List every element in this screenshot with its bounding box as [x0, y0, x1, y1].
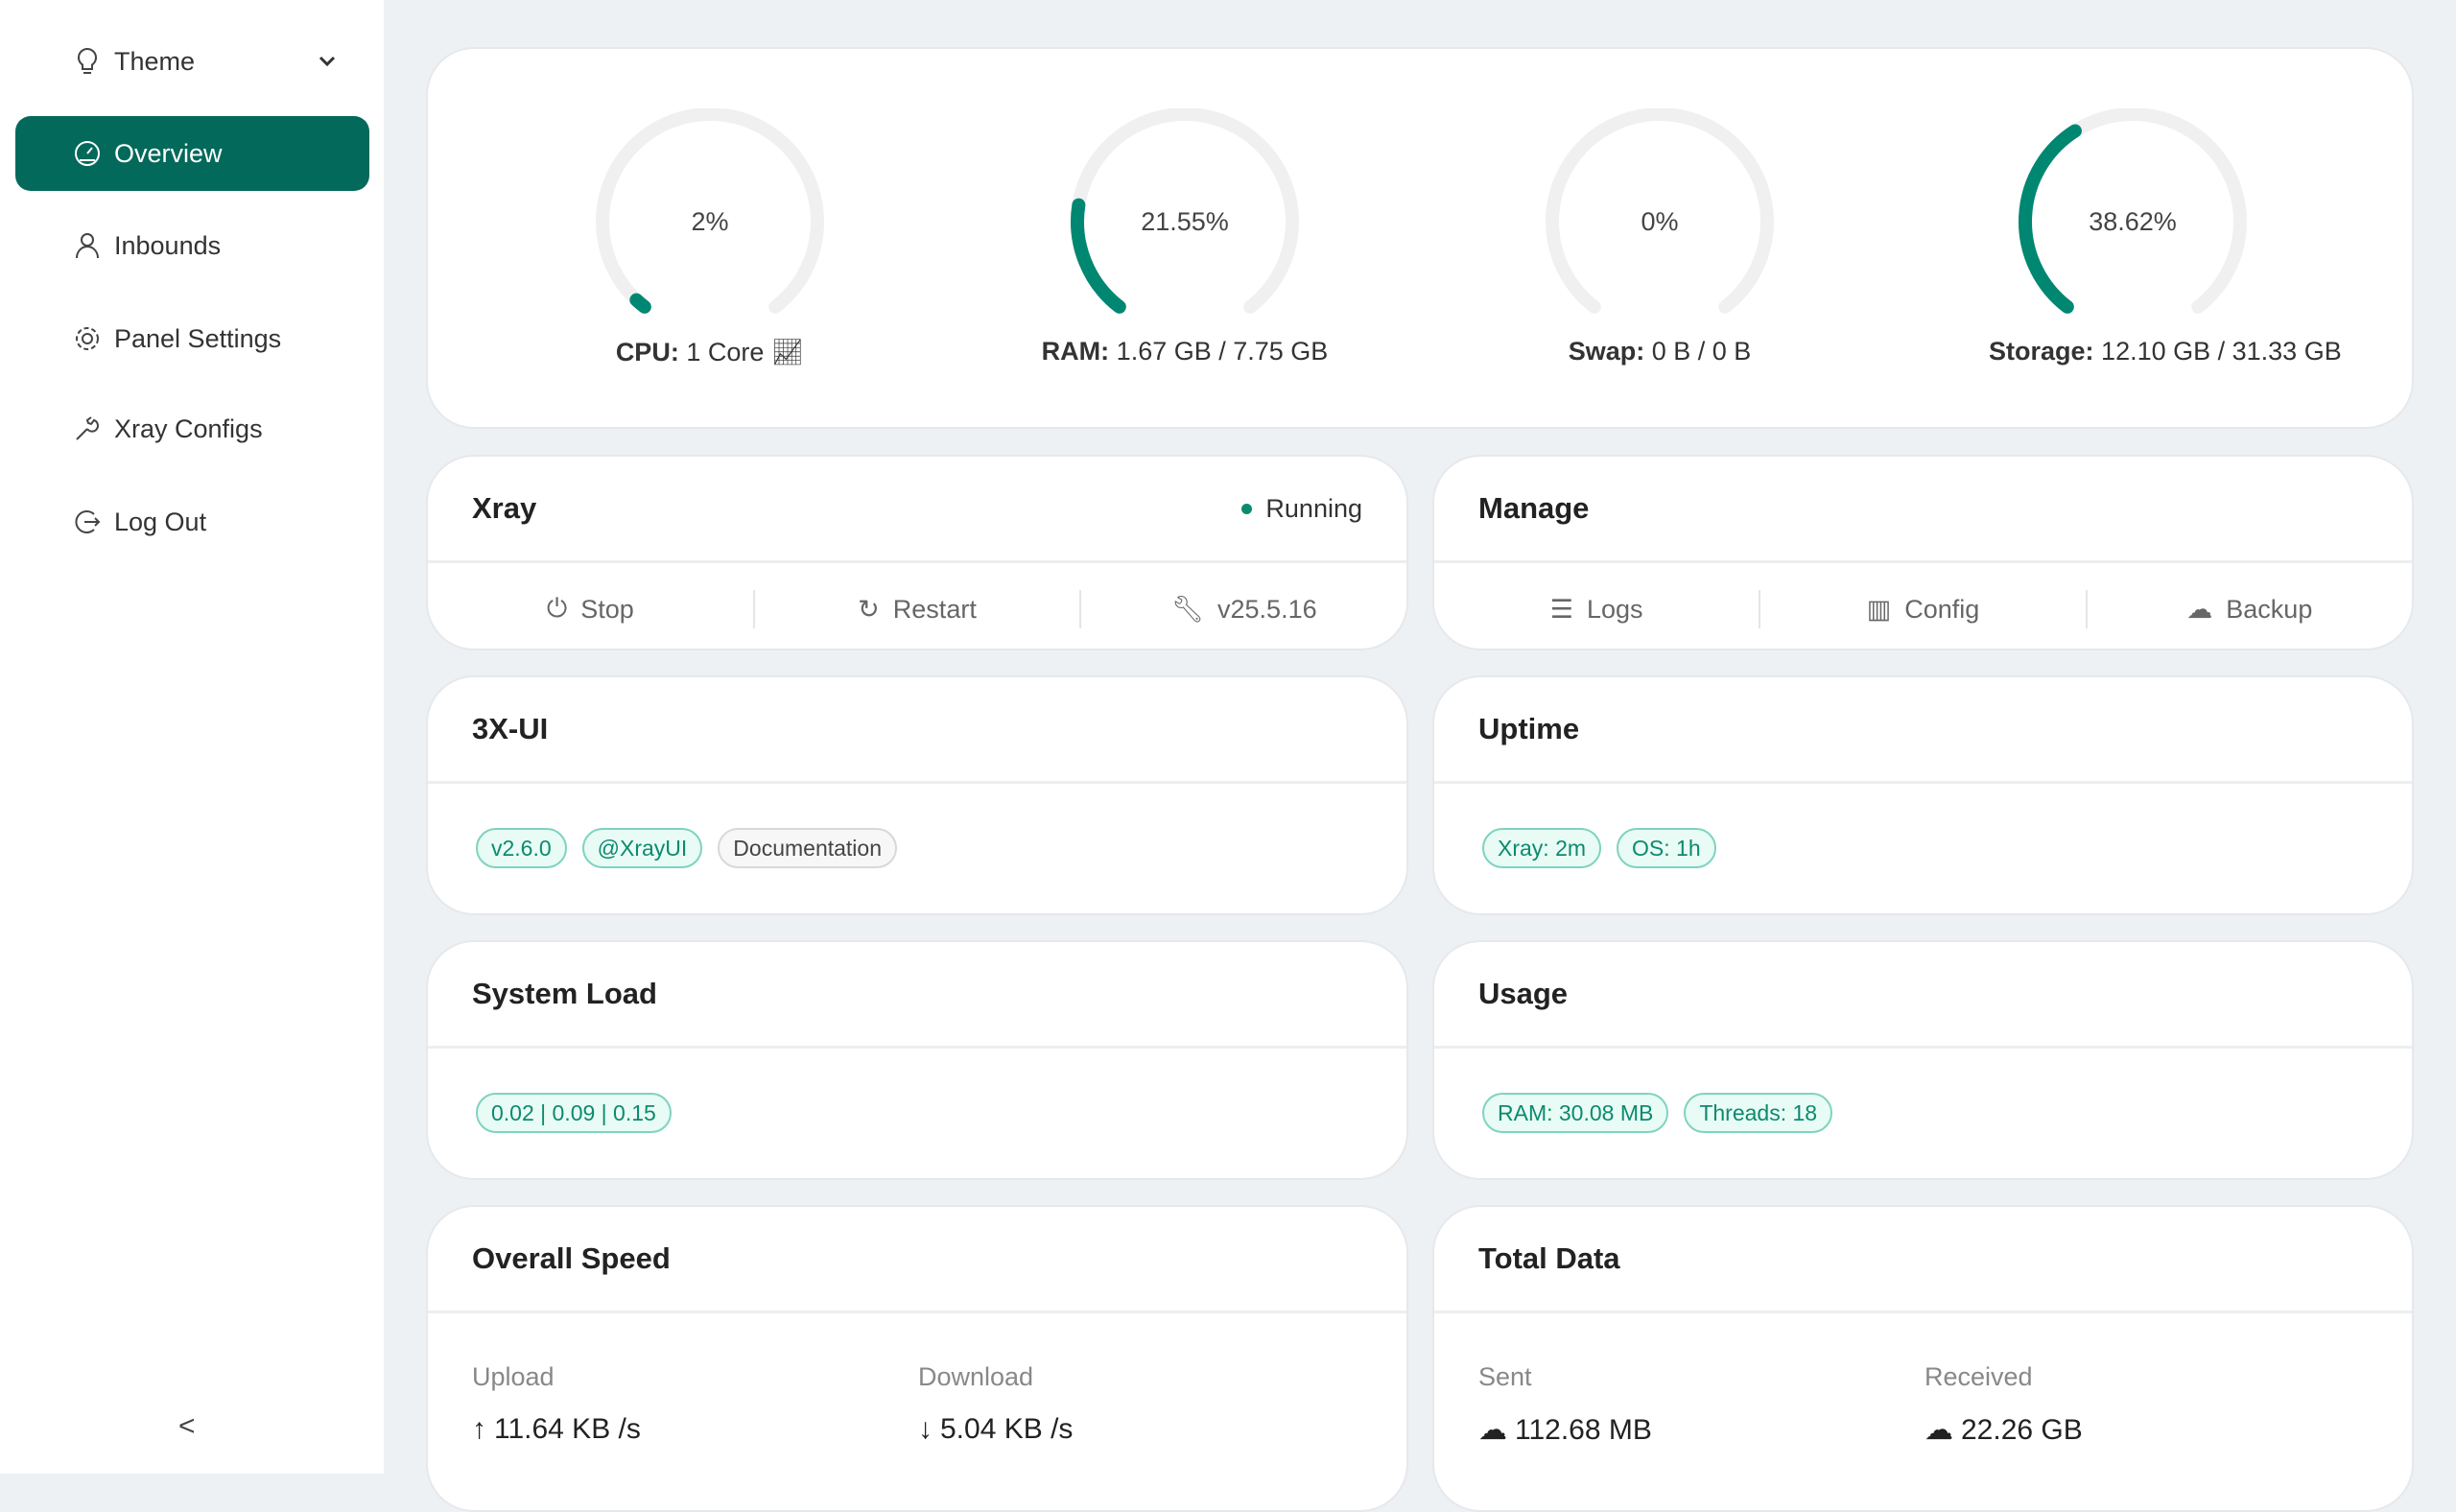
stop-button[interactable]: ⏻ Stop [428, 590, 755, 628]
ram-usage-tag: RAM: 30.08 MB [1482, 1093, 1669, 1133]
version-tag[interactable]: v2.6.0 [476, 828, 567, 868]
sidebar-item-inbounds[interactable]: Inbounds [15, 208, 369, 283]
load-tag: 0.02 | 0.09 | 0.15 [476, 1093, 672, 1133]
user-icon [73, 231, 102, 260]
system-stats-card: 2% CPU: 1 Core 📈︎ 21.55% RAM: 1.67 GB / 7.… [426, 47, 2414, 429]
gauge-percent-text: 2% [691, 207, 728, 236]
os-uptime-tag: OS: 1h [1617, 828, 1716, 868]
threads-tag: Threads: 18 [1684, 1093, 1833, 1133]
system-load-card: System Load 0.02 | 0.09 | 0.15 [426, 940, 1408, 1180]
sidebar-item-overview[interactable]: Overview [15, 116, 369, 191]
config-button[interactable]: ▥ Config [1760, 590, 2088, 628]
gauge-percent-text: 21.55% [1141, 207, 1229, 236]
documentation-tag[interactable]: Documentation [718, 828, 897, 868]
cloud-download-icon: ☁ [1925, 1414, 1953, 1446]
sidebar-item-log-out[interactable]: Log Out [15, 484, 369, 559]
xray-version-button[interactable]: 🔧︎ v25.5.16 [1170, 594, 1317, 625]
logout-icon [73, 508, 102, 536]
chevron-down-icon [318, 49, 337, 74]
gear-icon [73, 324, 102, 353]
xray-uptime-tag: Xray: 2m [1482, 828, 1602, 868]
total-data-card: Total Data Sent ☁ 112.68 MB Received ☁ 22.26… [1432, 1205, 2414, 1512]
storage-gauge: 38.62% Storage: 12.10 GB / 31.33 GB [1989, 108, 2342, 366]
logs-button[interactable]: ☰ Logs [1434, 590, 1761, 628]
sent-stat: Sent ☁ 112.68 MB [1478, 1362, 1652, 1446]
swap-gauge: 0% Swap: 0 B / 0 B [1516, 108, 1804, 366]
ram-gauge: 21.55% RAM: 1.67 GB / 7.75 GB [1041, 108, 1329, 366]
chart-icon[interactable]: 📈︎ [770, 338, 805, 366]
usage-card: Usage RAM: 30.08 MB Threads: 18 [1432, 940, 2414, 1180]
sidebar-item-panel-settings[interactable]: Panel Settings [15, 301, 369, 376]
download-stat: Download ↓ 5.04 KB /s [918, 1362, 1074, 1445]
gauge-track [1546, 108, 1774, 314]
power-icon: ⏻ [546, 594, 568, 623]
collapse-sidebar-button[interactable]: < [178, 1410, 196, 1442]
cpu-gauge: 2% CPU: 1 Core 📈︎ [566, 108, 854, 367]
cloud-icon: ☁ [2186, 594, 2213, 624]
gauge-percent-text: 38.62% [2089, 207, 2177, 236]
upload-stat: Upload ↑ 11.64 KB /s [472, 1362, 641, 1445]
xray-card: Xray Running ⏻ Stop ↻ Restart 🔧︎ v25.5.16 [426, 455, 1408, 650]
list-icon: ☰ [1549, 594, 1573, 624]
card-title: Xray [472, 491, 537, 525]
sliders-icon: ▥ [1866, 594, 1892, 624]
arrow-up-icon: ↑ [472, 1413, 486, 1445]
gauge-percent-text: 0% [1641, 207, 1678, 236]
cloud-upload-icon: ☁ [1478, 1414, 1507, 1446]
sidebar: Theme Overview Inbounds Panel Settings X… [0, 0, 384, 1474]
overall-speed-card: Overall Speed Upload ↑ 11.64 KB /s Downloa… [426, 1205, 1408, 1512]
sidebar-item-xray-configs[interactable]: Xray Configs [15, 391, 369, 466]
gauge-progress [1071, 198, 1126, 314]
wrench-icon [73, 414, 102, 443]
gauge-progress [2019, 124, 2082, 314]
xray-status-badge: Running [1241, 494, 1362, 524]
sidebar-item-theme[interactable]: Theme [15, 24, 369, 99]
restart-button[interactable]: ↻ Restart [755, 590, 1082, 628]
received-stat: Received ☁ 22.26 GB [1925, 1362, 2083, 1446]
app-card: 3X-UI v2.6.0 @XrayUI Documentation [426, 675, 1408, 915]
reload-icon: ↻ [858, 594, 880, 624]
uptime-card: Uptime Xray: 2m OS: 1h [1432, 675, 2414, 915]
bulb-icon [73, 47, 102, 76]
backup-button[interactable]: ☁ Backup [2186, 594, 2313, 624]
telegram-tag[interactable]: @XrayUI [581, 828, 703, 868]
gauge-progress [629, 293, 651, 314]
dashboard-icon [73, 139, 102, 168]
wrench-icon: 🔧︎ [1170, 595, 1205, 624]
gauge-track [596, 108, 824, 314]
manage-card: Manage ☰ Logs ▥ Config ☁ Backup [1432, 455, 2414, 650]
arrow-down-icon: ↓ [918, 1413, 933, 1445]
